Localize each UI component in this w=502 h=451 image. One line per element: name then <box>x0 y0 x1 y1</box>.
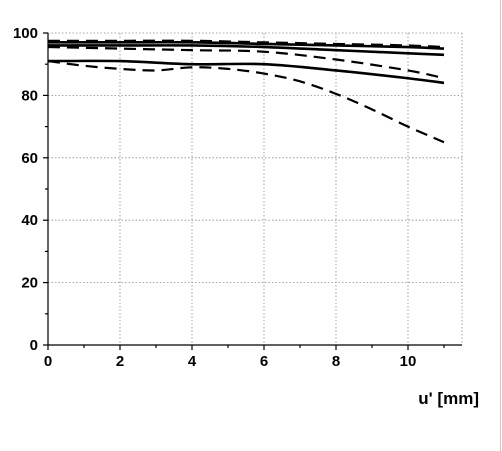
x-axis-title: u' [mm] <box>418 389 479 408</box>
dashed-series-line-3 <box>48 39 445 49</box>
y-tick-label: 20 <box>21 275 38 292</box>
x-tick-label: 6 <box>260 353 268 370</box>
grid <box>48 32 463 345</box>
y-tick-label: 100 <box>13 25 38 42</box>
x-tick-label: 4 <box>188 353 197 370</box>
solid-series-line-5 <box>47 59 445 85</box>
series-group <box>47 39 445 144</box>
x-tick-label: 8 <box>332 353 340 370</box>
y-tick-label: 0 <box>30 337 38 354</box>
x-tick-label: 0 <box>44 353 52 370</box>
solid-series-line-1 <box>48 40 445 50</box>
dashed-series-line-4 <box>47 45 445 80</box>
dashed-series-line-6 <box>47 59 445 144</box>
tick-labels: 0 20 40 60 80 100 0 2 4 6 8 10 <box>13 25 416 370</box>
x-tick-label: 2 <box>116 353 124 370</box>
solid-series-line-2 <box>47 44 445 57</box>
y-tick-label: 60 <box>21 150 38 167</box>
y-tick-label: 80 <box>21 87 38 104</box>
x-tick-label: 10 <box>400 353 417 370</box>
y-tick-label: 40 <box>21 212 38 229</box>
plot-frame <box>43 32 462 350</box>
